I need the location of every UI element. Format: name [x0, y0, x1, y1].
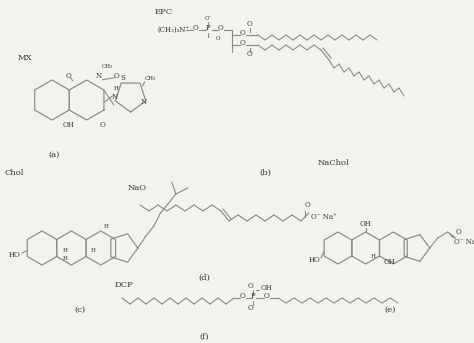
Text: (f): (f) [199, 333, 209, 341]
Text: O: O [100, 121, 105, 129]
Text: O: O [193, 24, 199, 32]
Text: O: O [247, 50, 253, 58]
Text: EPC: EPC [155, 8, 173, 16]
Text: H: H [91, 248, 96, 253]
Text: O⁻ Na⁺: O⁻ Na⁺ [311, 213, 337, 221]
Text: O: O [114, 72, 119, 80]
Text: CH₃: CH₃ [101, 64, 113, 69]
Text: OH: OH [63, 121, 74, 129]
Text: O⁻ Na⁺: O⁻ Na⁺ [454, 238, 474, 246]
Text: H: H [63, 256, 67, 260]
Text: O: O [247, 20, 253, 28]
Text: N: N [96, 72, 101, 80]
Text: O: O [218, 24, 224, 32]
Text: O: O [264, 292, 270, 300]
Text: H: H [114, 85, 118, 91]
Text: (d): (d) [198, 274, 210, 282]
Text: O: O [456, 228, 461, 236]
Text: CH₃: CH₃ [145, 75, 156, 81]
Text: MX: MX [18, 54, 33, 62]
Text: O: O [248, 304, 254, 312]
Text: (b): (b) [259, 169, 271, 177]
Text: OH: OH [383, 258, 395, 266]
Text: HO: HO [308, 256, 320, 264]
Text: N: N [141, 98, 147, 106]
Text: P: P [206, 24, 210, 32]
Text: O: O [216, 35, 220, 40]
Text: OH: OH [360, 220, 372, 228]
Text: NaO: NaO [128, 184, 147, 192]
Text: O: O [248, 282, 254, 290]
Text: (a): (a) [48, 151, 60, 159]
Text: H: H [103, 225, 109, 229]
Text: HO: HO [8, 251, 20, 259]
Text: OH: OH [261, 284, 273, 292]
Text: DCP: DCP [115, 281, 134, 289]
Text: Chol: Chol [5, 169, 25, 177]
Text: NaChol: NaChol [318, 159, 350, 167]
Text: O⁻: O⁻ [205, 15, 212, 21]
Text: N: N [111, 93, 118, 101]
Text: H: H [371, 253, 375, 259]
Text: S: S [120, 74, 125, 82]
Text: O: O [240, 39, 246, 47]
Text: (c): (c) [74, 306, 86, 314]
Text: (e): (e) [384, 306, 396, 314]
Text: (CH₃)₃N⁺: (CH₃)₃N⁺ [158, 26, 190, 34]
Text: H: H [63, 248, 67, 253]
Text: O: O [66, 72, 72, 80]
Text: O: O [240, 292, 246, 300]
Text: P: P [251, 292, 255, 300]
Text: O: O [240, 29, 246, 37]
Text: O: O [305, 201, 311, 209]
